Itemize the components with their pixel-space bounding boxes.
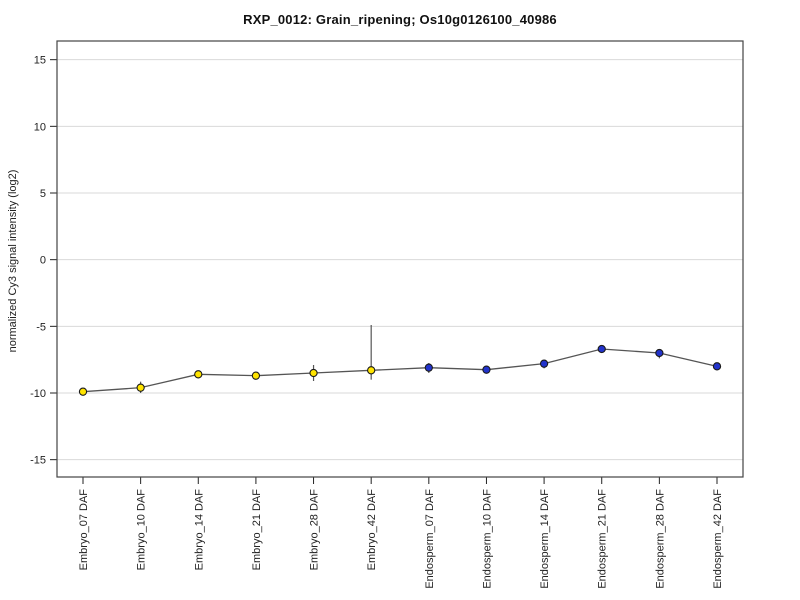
chart-title: RXP_0012: Grain_ripening; Os10g0126100_4… bbox=[243, 12, 557, 27]
y-axis-title: normalized Cy3 signal intensity (log2) bbox=[7, 169, 19, 353]
x-tick-label-7: Endosperm_10 DAF bbox=[481, 489, 493, 589]
x-tick-label-4: Embryo_28 DAF bbox=[309, 489, 321, 571]
y-tick-label-5: 5 bbox=[40, 188, 46, 200]
data-point-Endosperm_21_DAF bbox=[597, 344, 606, 354]
data-point-Embryo_28_DAF bbox=[309, 368, 318, 378]
series-line bbox=[82, 348, 718, 393]
plot-border bbox=[56, 40, 744, 478]
x-tick-label-9: Endosperm_21 DAF bbox=[597, 489, 609, 589]
x-tick-label-1: Embryo_10 DAF bbox=[136, 489, 148, 571]
data-point-Embryo_14_DAF bbox=[194, 370, 203, 379]
data-point-Embryo_42_DAF bbox=[367, 366, 376, 375]
x-tick-label-3: Embryo_21 DAF bbox=[251, 489, 263, 571]
data-point-Endosperm_07_DAF bbox=[424, 363, 433, 372]
x-tick-label-8: Endosperm_14 DAF bbox=[539, 489, 551, 589]
x-tick-label-2: Embryo_14 DAF bbox=[193, 489, 205, 571]
y-tick-label--5: -5 bbox=[36, 321, 46, 333]
data-point-Endosperm_14_DAF bbox=[539, 359, 549, 368]
data-point-Endosperm_10_DAF bbox=[482, 365, 491, 374]
data-point-Endosperm_42_DAF bbox=[712, 362, 722, 371]
data-point-Embryo_07_DAF bbox=[78, 387, 88, 396]
x-tick-label-5: Embryo_42 DAF bbox=[366, 489, 378, 571]
data-point-Embryo_10_DAF bbox=[136, 383, 145, 392]
y-tick-label-0: 0 bbox=[40, 255, 46, 267]
data-point-Embryo_21_DAF bbox=[251, 371, 261, 380]
x-tick-label-10: Endosperm_28 DAF bbox=[654, 489, 666, 589]
x-tick-label-6: Endosperm_07 DAF bbox=[424, 489, 436, 589]
y-tick-label--10: -10 bbox=[30, 388, 46, 400]
x-tick-label-0: Embryo_07 DAF bbox=[78, 489, 90, 571]
y-tick-label-10: 10 bbox=[34, 121, 46, 133]
x-tick-label-11: Endosperm_42 DAF bbox=[712, 489, 724, 589]
data-point-Endosperm_28_DAF bbox=[655, 348, 664, 358]
y-tick-label--15: -15 bbox=[30, 455, 46, 467]
y-tick-label-15: 15 bbox=[34, 55, 46, 67]
